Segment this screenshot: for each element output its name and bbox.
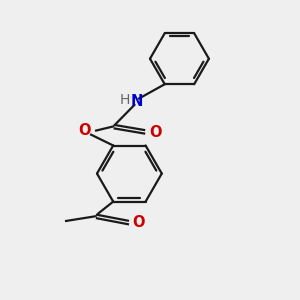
Text: O: O (79, 123, 91, 138)
Text: O: O (149, 125, 162, 140)
Text: O: O (132, 215, 145, 230)
Text: H: H (120, 93, 130, 107)
Text: N: N (130, 94, 143, 109)
